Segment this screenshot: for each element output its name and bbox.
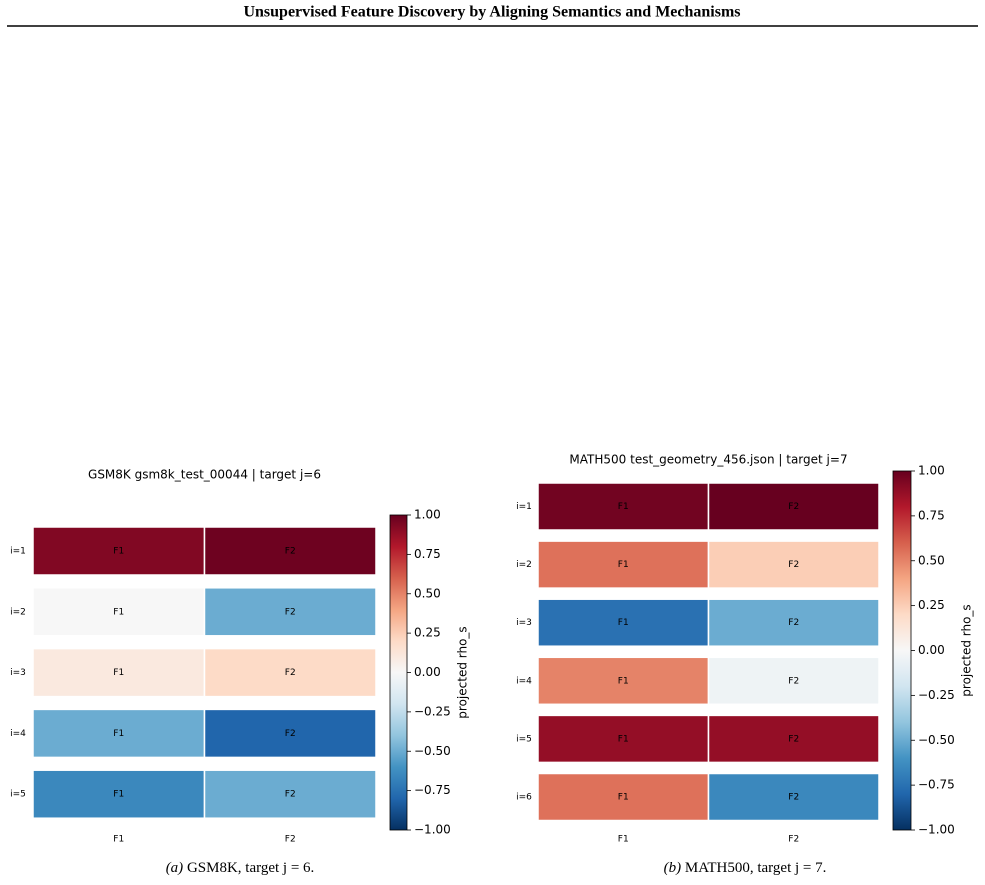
cell-label: F2	[788, 734, 799, 744]
cell-label: F2	[285, 668, 296, 678]
heatmap-cell	[203, 526, 377, 576]
cell-label: F2	[788, 560, 799, 570]
heatmap-cell	[707, 540, 880, 589]
colorbar-label: projected rho_s	[456, 626, 470, 718]
cell-label: F2	[788, 502, 799, 512]
caption-text: MATH500, target j = 7.	[685, 860, 827, 876]
cell-label: F2	[285, 547, 296, 557]
heatmap-cell	[203, 708, 377, 759]
row-label: i=1	[516, 502, 532, 512]
row-label: i=6	[516, 793, 532, 803]
chart-title: GSM8K gsm8k_test_00044 | target j=6	[88, 468, 321, 482]
colorbar-tick-label: −1.00	[918, 823, 955, 837]
row-label: i=5	[10, 790, 26, 800]
colorbar-tick-label: 0.00	[414, 665, 441, 679]
row-label: i=2	[516, 560, 532, 570]
heatmap-cell	[537, 714, 710, 764]
colorbar-tick-label: 1.00	[918, 464, 945, 478]
colorbar-tick-label: 0.00	[918, 643, 945, 657]
caption-label: (a)	[166, 860, 184, 876]
row-label: i=5	[516, 734, 532, 744]
caption: (b) MATH500, target j = 7.	[664, 860, 827, 876]
row-label: i=4	[516, 676, 532, 686]
colorbar-tick-label: 0.25	[918, 598, 945, 612]
colorbar-tick-label: −0.50	[918, 733, 955, 747]
cell-label: F2	[788, 793, 799, 803]
header-title: Unsupervised Feature Discovery by Aligni…	[243, 4, 740, 21]
cell-label: F1	[618, 560, 629, 570]
heatmap-cell	[707, 482, 880, 531]
cell-label: F1	[618, 793, 629, 803]
heatmap-cell	[32, 587, 206, 637]
cell-label: F1	[113, 729, 124, 739]
colorbar	[389, 514, 408, 831]
heatmap-cell	[537, 656, 710, 706]
colorbar-tick-label: −0.25	[918, 688, 955, 702]
heatmap-cell	[537, 598, 710, 647]
colorbar-label: projected rho_s	[960, 604, 974, 696]
cell-label: F1	[618, 676, 629, 686]
colorbar-tick-label: 1.00	[414, 508, 441, 522]
row-label: i=4	[10, 729, 26, 739]
colorbar-tick-label: −1.00	[414, 823, 451, 837]
colorbar	[892, 470, 912, 831]
heatmap-cell	[203, 587, 377, 637]
cell-label: F2	[285, 607, 296, 617]
heatmap-cell	[707, 714, 880, 764]
caption-text: GSM8K, target j = 6.	[187, 860, 314, 876]
x-tick-label: F2	[285, 835, 296, 845]
caption: (a) GSM8K, target j = 6.	[166, 860, 315, 876]
colorbar-tick-label: −0.75	[414, 783, 451, 797]
row-label: i=1	[10, 547, 26, 557]
caption-label: (b)	[664, 860, 682, 876]
cell-label: F2	[788, 618, 799, 628]
cell-label: F1	[618, 734, 629, 744]
heatmap-cell	[203, 647, 377, 698]
x-tick-label: F2	[788, 835, 799, 845]
heatmap-cell	[707, 772, 880, 822]
cell-label: F1	[113, 607, 124, 617]
x-tick-label: F1	[618, 835, 629, 845]
cell-label: F1	[113, 547, 124, 557]
colorbar-tick-label: −0.50	[414, 744, 451, 758]
colorbar-tick-label: −0.25	[414, 704, 451, 718]
heatmap-cell	[537, 482, 710, 531]
heatmap-cell	[203, 769, 377, 819]
cell-label: F1	[113, 790, 124, 800]
cell-label: F1	[618, 618, 629, 628]
x-tick-label: F1	[113, 835, 124, 845]
heatmap-cell	[32, 769, 206, 819]
heatmap-cell	[537, 772, 710, 822]
cell-label: F2	[285, 790, 296, 800]
row-label: i=3	[10, 668, 26, 678]
cell-label: F2	[788, 676, 799, 686]
row-label: i=2	[10, 607, 26, 617]
cell-label: F1	[618, 502, 629, 512]
row-label: i=3	[516, 618, 532, 628]
colorbar-tick-label: 0.50	[414, 586, 441, 600]
colorbar-tick-label: −0.75	[918, 778, 955, 792]
colorbar-tick-label: 0.75	[414, 547, 441, 561]
colorbar-tick-label: 0.75	[918, 508, 945, 522]
heatmap-cell	[537, 540, 710, 589]
colorbar-tick-label: 0.25	[414, 626, 441, 640]
colorbar-tick-label: 0.50	[918, 553, 945, 567]
heatmap-cell	[707, 598, 880, 647]
chart-title: MATH500 test_geometry_456.json | target …	[569, 453, 847, 467]
heatmap-cell	[707, 656, 880, 706]
cell-label: F2	[285, 729, 296, 739]
cell-label: F1	[113, 668, 124, 678]
